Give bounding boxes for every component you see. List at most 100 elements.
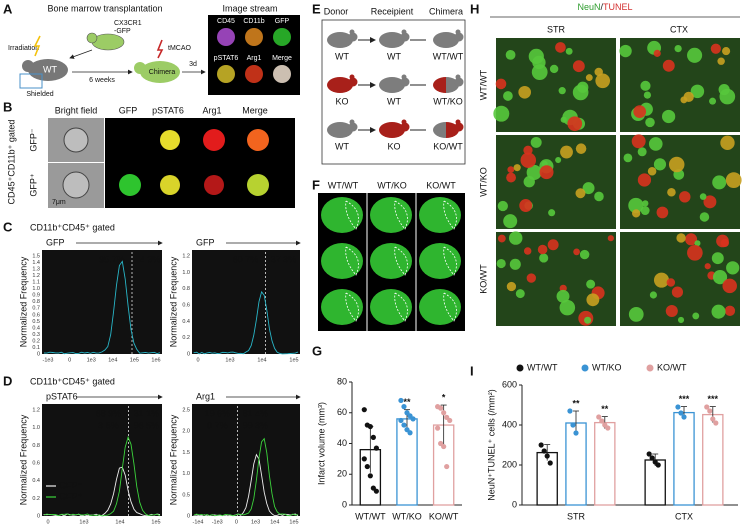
cell (699, 193, 707, 200)
cell (668, 156, 685, 173)
cell (582, 182, 595, 195)
mouse (454, 122, 464, 132)
data-point (441, 443, 447, 450)
column-label: KO/WT (426, 180, 456, 190)
cell (665, 304, 678, 318)
title-part: / (600, 2, 603, 12)
x-tick-label: 1e3 (79, 519, 88, 525)
cell (579, 249, 590, 260)
cell (687, 245, 703, 261)
cell (719, 88, 736, 105)
y-tick-label: 1.0 (182, 270, 190, 276)
mouse (379, 77, 392, 93)
percent: 37.3% (271, 254, 297, 264)
y-tick-label: 0.8 (182, 286, 190, 292)
significance: *** (708, 394, 719, 404)
mouse-label: WT (43, 64, 57, 74)
cell (509, 258, 521, 270)
cell (513, 164, 521, 172)
micrograph (496, 38, 616, 132)
y-tick-label: 80 (337, 376, 347, 386)
cell (653, 272, 670, 288)
marker-label: Arg1 (196, 391, 215, 401)
data-point (407, 430, 413, 436)
plot-area (192, 250, 300, 354)
cell (547, 239, 559, 251)
cell (712, 270, 728, 285)
x-tick-label: -1e3 (42, 357, 53, 363)
percent: 60.7% (233, 254, 259, 264)
cell (523, 247, 532, 255)
cell (653, 49, 661, 57)
significance: ** (403, 397, 411, 407)
cell (273, 28, 291, 46)
data-point (373, 445, 379, 451)
cell (565, 47, 573, 55)
panel-label: F (312, 177, 320, 192)
x-tick-label: 0 (68, 357, 71, 363)
column-label: pSTAT6 (152, 105, 184, 115)
cell (662, 59, 675, 72)
panel-label: B (3, 99, 12, 114)
cell (594, 191, 604, 202)
cell (506, 172, 516, 183)
lesion (345, 200, 359, 230)
cell (558, 87, 566, 95)
mouse (433, 122, 446, 138)
panel-title: NeuN/TUNEL (577, 2, 632, 12)
data-point (361, 456, 367, 462)
cell (632, 209, 641, 218)
marker-label: GFP (46, 237, 65, 247)
cell (495, 78, 507, 90)
x-tick-label: 1e3 (251, 519, 260, 525)
data-point (655, 462, 661, 468)
cell (119, 174, 141, 196)
cell (548, 209, 556, 217)
data-point (547, 460, 553, 466)
cell (690, 84, 705, 99)
x-tick-label: 1e5 (151, 519, 160, 525)
label: 6 weeks (89, 77, 115, 84)
cell (556, 289, 570, 303)
bar (702, 413, 724, 506)
cell (572, 60, 585, 73)
cell (203, 129, 225, 151)
cell (643, 91, 652, 99)
legend-marker (646, 364, 654, 372)
cell (584, 316, 592, 324)
y-tick-label: 0 (187, 513, 190, 519)
mouse (401, 29, 407, 35)
mouse (379, 122, 392, 138)
genotype-label: WT (335, 141, 349, 151)
row-label: WT/WT (478, 69, 488, 100)
mouse (349, 119, 355, 125)
data-point (541, 448, 547, 454)
y-tick-label: 0 (37, 351, 40, 357)
cell (720, 135, 735, 150)
y-tick-label: 200 (502, 459, 517, 469)
cell (526, 164, 542, 180)
donor-label: -GFP (114, 28, 131, 35)
cell (722, 47, 731, 56)
cell (497, 234, 506, 243)
row-label: GFP⁺ (28, 173, 38, 197)
cell (507, 166, 515, 174)
x-tick-label: -1e3 (212, 519, 223, 525)
cell (633, 105, 647, 118)
legend-marker (581, 364, 589, 372)
panel-title: Bone marrow transplantation (47, 3, 162, 13)
percent: 31.1% (134, 408, 160, 418)
y-tick-label: 0.4 (182, 319, 190, 325)
label: Shielded (26, 91, 53, 98)
column-label: CTX (670, 24, 688, 34)
significance: ** (601, 404, 609, 414)
column-label: WT/KO (377, 180, 407, 190)
data-point (678, 410, 684, 416)
x-tick-label: 1e5 (289, 357, 298, 363)
cell (577, 81, 589, 93)
x-tick-label: 0 (196, 357, 199, 363)
data-point (649, 455, 655, 461)
cell (619, 44, 632, 58)
label: Irradiation (8, 45, 39, 52)
